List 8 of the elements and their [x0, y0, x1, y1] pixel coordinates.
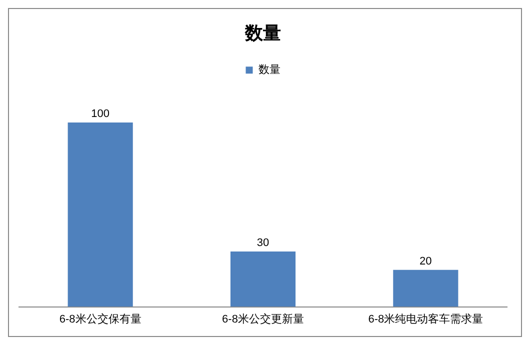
data-label: 30	[256, 237, 270, 250]
data-label: 20	[420, 255, 432, 268]
data-label: 100	[91, 108, 110, 120]
x-tick-label: 6-8米纯电动客车需求量	[368, 312, 484, 326]
legend-label: 数量	[258, 64, 280, 76]
chart-title: 数量	[244, 22, 281, 43]
x-tick-label: 6-8米公交更新量	[222, 312, 304, 326]
x-tick-label: 6-8米公交保有量	[59, 312, 142, 326]
